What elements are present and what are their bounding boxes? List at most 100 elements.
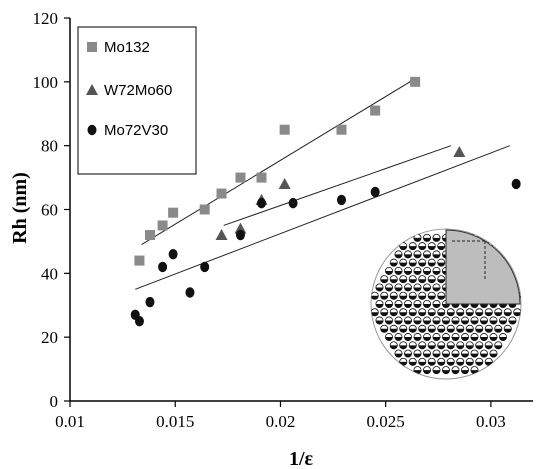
inset-pore bbox=[413, 316, 422, 325]
inset-pore bbox=[422, 316, 431, 325]
legend-marker-mo72v30 bbox=[87, 124, 97, 136]
legend: Mo132 W72Mo60 Mo72V30 bbox=[77, 26, 197, 175]
inset-pore bbox=[446, 308, 455, 317]
inset-pore bbox=[422, 349, 431, 358]
inset-pore bbox=[470, 316, 479, 325]
point-w72mo60 bbox=[453, 146, 466, 158]
inset-pore bbox=[394, 316, 403, 325]
inset-pore bbox=[389, 341, 398, 350]
inset-pore bbox=[460, 316, 469, 325]
y-axis-title: Rh (nm) bbox=[9, 172, 31, 244]
inset-pore bbox=[380, 291, 389, 300]
nanopore-inset-illustration bbox=[370, 228, 522, 380]
inset-pore bbox=[394, 299, 403, 308]
inset-pore bbox=[418, 291, 427, 300]
inset-pore bbox=[413, 366, 422, 375]
inset-pore bbox=[437, 357, 446, 366]
inset-pore bbox=[494, 341, 503, 350]
inset-pore bbox=[418, 275, 427, 284]
inset-pore bbox=[456, 308, 465, 317]
x-tick-label: 0.025 bbox=[367, 412, 405, 431]
inset-pore bbox=[408, 275, 417, 284]
inset-pore bbox=[451, 333, 460, 342]
inset-pore bbox=[489, 316, 498, 325]
inset-pore bbox=[451, 349, 460, 358]
inset-pore bbox=[437, 341, 446, 350]
inset-pore bbox=[403, 316, 412, 325]
point-mo72v30 bbox=[288, 197, 298, 209]
inset-pore bbox=[513, 308, 521, 317]
inset-pore bbox=[427, 275, 436, 284]
point-mo72v30 bbox=[257, 197, 267, 209]
inset-pore bbox=[418, 341, 427, 350]
inset-pore bbox=[460, 349, 469, 358]
fit-line-mo132 bbox=[141, 78, 416, 246]
y-tick-label: 80 bbox=[41, 137, 58, 156]
point-mo72v30 bbox=[235, 229, 245, 241]
inset-pore bbox=[475, 324, 484, 333]
inset-pore bbox=[451, 316, 460, 325]
inset-pore bbox=[403, 349, 412, 358]
inset-pore bbox=[427, 291, 436, 300]
inset-pore bbox=[389, 324, 398, 333]
inset-pore bbox=[446, 357, 455, 366]
point-mo132 bbox=[144, 230, 155, 241]
inset-pore bbox=[451, 366, 460, 375]
legend-box bbox=[77, 26, 197, 175]
point-w72mo60 bbox=[234, 222, 247, 234]
inset-pore bbox=[494, 324, 503, 333]
inset-pore bbox=[432, 266, 441, 275]
inset-pore bbox=[408, 341, 417, 350]
inset-pore bbox=[384, 316, 393, 325]
inset-pore bbox=[508, 316, 517, 325]
inset-pore bbox=[375, 283, 384, 292]
inset-pore bbox=[437, 258, 446, 267]
inset-pore bbox=[479, 349, 488, 358]
point-mo72v30 bbox=[185, 287, 195, 298]
point-mo72v30 bbox=[145, 296, 155, 308]
point-mo72v30 bbox=[511, 178, 521, 190]
inset-pore bbox=[441, 366, 450, 375]
inset-pore bbox=[422, 266, 431, 275]
inset-pore bbox=[422, 333, 431, 342]
inset-pore bbox=[394, 266, 403, 275]
inset-pore bbox=[399, 258, 408, 267]
inset-pore bbox=[427, 308, 436, 317]
inset-pore bbox=[437, 242, 446, 251]
point-mo132 bbox=[199, 204, 210, 215]
inset-quadrant-highlight bbox=[445, 229, 521, 305]
inset-pore bbox=[413, 349, 422, 358]
y-tick-label: 40 bbox=[41, 264, 58, 283]
inset-pore bbox=[475, 308, 484, 317]
inset-pore bbox=[371, 308, 379, 317]
point-mo132 bbox=[336, 124, 347, 135]
legend-marker-w72mo60 bbox=[86, 84, 98, 95]
point-mo132 bbox=[134, 255, 145, 266]
inset-pore bbox=[432, 316, 441, 325]
point-mo132 bbox=[279, 124, 290, 135]
inset-pore bbox=[475, 357, 484, 366]
inset-pore bbox=[399, 291, 408, 300]
y-tick-label: 20 bbox=[41, 328, 58, 347]
inset-pore bbox=[489, 349, 498, 358]
inset-pore bbox=[427, 357, 436, 366]
inset-pore bbox=[418, 308, 427, 317]
inset-pore bbox=[399, 242, 408, 251]
inset-pore bbox=[446, 324, 455, 333]
x-tick-label: 0.015 bbox=[156, 412, 194, 431]
point-mo72v30 bbox=[158, 261, 168, 273]
ticks: 0.01 0.015 0.02 0.025 0.03 0 20 40 60 80 100 120 bbox=[33, 9, 506, 431]
point-mo72v30 bbox=[134, 316, 144, 327]
inset-pore bbox=[479, 333, 488, 342]
inset-pore bbox=[465, 308, 474, 317]
inset-pore bbox=[418, 242, 427, 251]
inset-pore bbox=[422, 299, 431, 308]
point-mo132 bbox=[157, 220, 168, 231]
inset-pore bbox=[384, 283, 393, 292]
x-tick-label: 0.02 bbox=[266, 412, 296, 431]
inset-pore bbox=[437, 308, 446, 317]
inset-pore bbox=[494, 308, 503, 317]
inset-pore bbox=[503, 308, 512, 317]
inset-pore bbox=[394, 333, 403, 342]
